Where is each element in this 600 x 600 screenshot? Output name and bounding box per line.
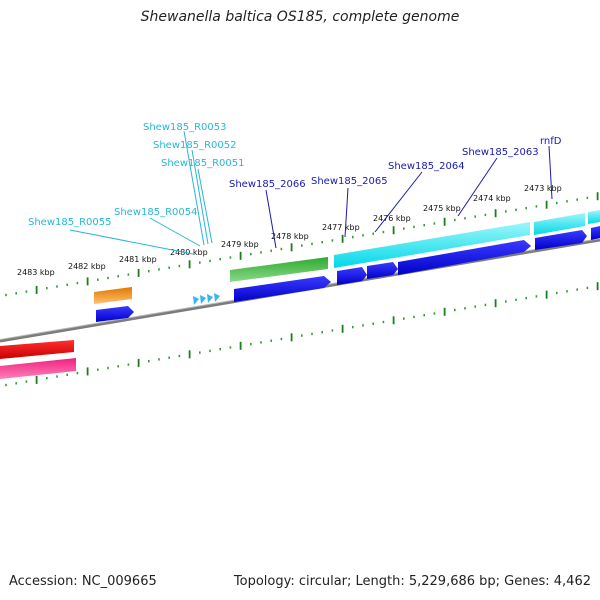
inner-tick-ring bbox=[5, 282, 599, 387]
kbp-scale: 2483 kbp 2482 kbp 2481 kbp 2480 kbp 2479… bbox=[17, 184, 562, 277]
leader-line bbox=[149, 217, 201, 247]
gene-labels: Shew185_R0053 Shew185_R0052 Shew185_R005… bbox=[28, 122, 562, 228]
kbp-label: 2476 kbp bbox=[373, 214, 411, 223]
gene-feature-blue[interactable] bbox=[234, 276, 331, 302]
trna-arrow[interactable] bbox=[193, 296, 199, 305]
gene-feature-orange[interactable] bbox=[94, 287, 132, 304]
outer-tick-ring bbox=[5, 192, 599, 297]
kbp-label: 2475 kbp bbox=[423, 204, 461, 213]
gene-label-r0051[interactable]: Shew185_R0051 bbox=[161, 158, 245, 169]
leader-line bbox=[374, 171, 423, 233]
gene-feature-blue[interactable] bbox=[367, 262, 398, 279]
gene-feature-cyan[interactable] bbox=[534, 213, 585, 235]
leader-line bbox=[548, 145, 553, 200]
leader-line bbox=[457, 157, 498, 217]
trna-arrow[interactable] bbox=[207, 294, 213, 303]
trna-arrow[interactable] bbox=[214, 293, 220, 302]
kbp-label: 2483 kbp bbox=[17, 268, 55, 277]
gene-feature-blue[interactable] bbox=[591, 226, 600, 240]
kbp-label: 2473 kbp bbox=[524, 184, 562, 193]
gene-feature-blue[interactable] bbox=[535, 230, 587, 250]
gene-feature-cyan[interactable] bbox=[334, 222, 530, 268]
gene-label-r0052[interactable]: Shew185_R0052 bbox=[153, 140, 237, 151]
leader-line bbox=[69, 229, 194, 255]
kbp-label: 2474 kbp bbox=[473, 194, 511, 203]
gene-feature-green[interactable] bbox=[230, 257, 328, 282]
label-leader-lines bbox=[69, 130, 553, 255]
kbp-label: 2482 kbp bbox=[68, 262, 106, 271]
gene-feature-blue[interactable] bbox=[398, 240, 531, 275]
trna-arrow[interactable] bbox=[200, 295, 206, 304]
gene-feature-cyan[interactable] bbox=[588, 210, 600, 224]
gene-feature-blue[interactable] bbox=[96, 306, 134, 322]
kbp-label: 2478 kbp bbox=[271, 232, 309, 241]
leader-line bbox=[191, 149, 209, 245]
leader-line bbox=[344, 187, 349, 238]
gene-feature-blue[interactable] bbox=[337, 267, 367, 285]
kbp-label: 2480 kbp bbox=[170, 248, 208, 257]
kbp-label: 2477 kbp bbox=[322, 223, 360, 232]
gene-label-rnfd[interactable]: rnfD bbox=[540, 136, 562, 147]
leader-line bbox=[265, 189, 277, 249]
kbp-label: 2479 kbp bbox=[221, 240, 259, 249]
lower-features bbox=[0, 340, 76, 379]
gene-label-2066[interactable]: Shew185_2066 bbox=[229, 179, 306, 190]
gene-label-2063[interactable]: Shew185_2063 bbox=[462, 147, 539, 158]
reverse-strand-features bbox=[94, 226, 600, 322]
genome-summary-text: Topology: circular; Length: 5,229,686 bp… bbox=[233, 574, 591, 589]
gene-label-2064[interactable]: Shew185_2064 bbox=[388, 161, 465, 172]
leader-line bbox=[183, 130, 205, 246]
kbp-label: 2481 kbp bbox=[119, 255, 157, 264]
gene-label-r0053[interactable]: Shew185_R0053 bbox=[143, 122, 227, 133]
gene-label-r0055[interactable]: Shew185_R0055 bbox=[28, 217, 112, 228]
leader-line bbox=[197, 168, 213, 244]
forward-strand-features bbox=[230, 210, 600, 282]
map-title: Shewanella baltica OS185, complete genom… bbox=[140, 9, 460, 25]
accession-text: Accession: NC_009665 bbox=[9, 574, 157, 589]
gene-feature-red[interactable] bbox=[0, 340, 74, 359]
gene-feature-pink[interactable] bbox=[0, 358, 76, 379]
gene-label-2065[interactable]: Shew185_2065 bbox=[311, 176, 388, 187]
gene-label-r0054[interactable]: Shew185_R0054 bbox=[114, 207, 198, 218]
